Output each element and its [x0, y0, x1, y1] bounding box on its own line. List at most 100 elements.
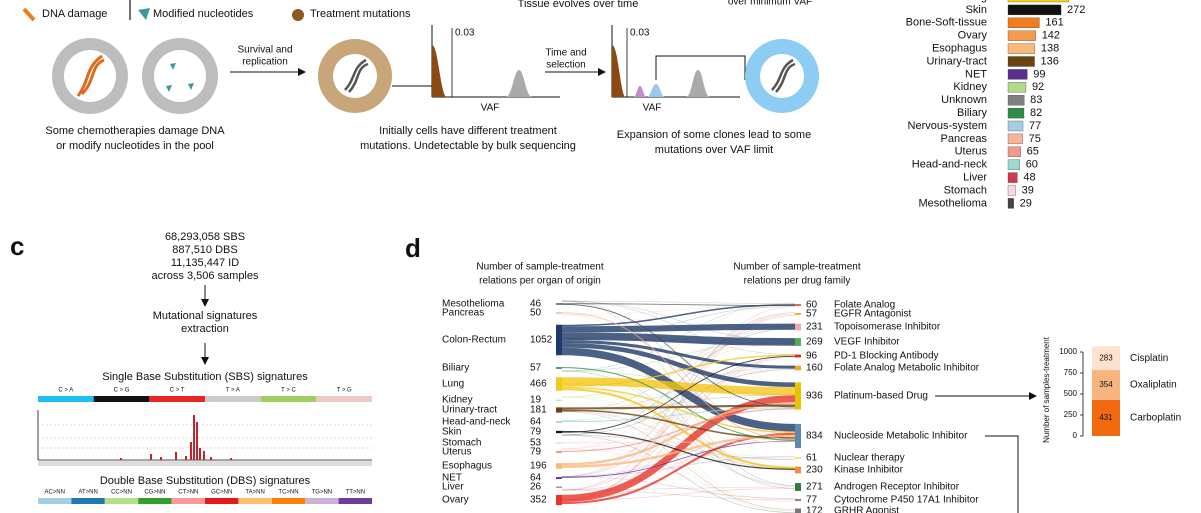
- flow-thread: [561, 355, 796, 491]
- drug-value: 60: [806, 300, 818, 311]
- flow-thread: [561, 304, 796, 315]
- flow-thread: [561, 420, 796, 459]
- bar-value: 29: [1020, 197, 1032, 209]
- legend-icon: [138, 8, 150, 20]
- flow: [561, 441, 796, 444]
- drug-value: 172: [806, 506, 823, 513]
- class-label: TG>NN: [312, 490, 333, 496]
- organ-label: Skin: [442, 427, 461, 438]
- flow: [561, 355, 796, 433]
- tissue-label: Ovary: [958, 30, 988, 42]
- drug-node: [795, 498, 801, 502]
- bar-value: 312: [1075, 0, 1093, 3]
- flow-thread: [561, 467, 796, 502]
- peak: [506, 70, 532, 97]
- signature-bar: [196, 422, 198, 460]
- bar-value: 82: [1030, 107, 1042, 119]
- signature-bar: [185, 456, 187, 460]
- drug-value: 77: [806, 495, 818, 506]
- bar: [1007, 0, 1069, 3]
- top-text: over minimum VAF: [728, 0, 812, 8]
- bar: [1007, 4, 1062, 16]
- flow-thread: [561, 434, 796, 513]
- tissue-label: Biliary: [957, 107, 987, 119]
- class-label: GC>NN: [211, 490, 232, 496]
- bar-value: 65: [1027, 146, 1039, 158]
- bar-value: 83: [1030, 94, 1042, 106]
- organ-label: Pancreas: [442, 308, 484, 319]
- peak: [432, 45, 446, 97]
- bar-value: 142: [1042, 30, 1060, 42]
- drug-label: PD-1 Blocking Antibody: [834, 351, 939, 362]
- tissue-label: Stomach: [944, 184, 987, 196]
- organ-node: [556, 421, 562, 423]
- drug-value: 936: [806, 391, 823, 402]
- flow: [561, 377, 796, 396]
- drug-node: [795, 365, 801, 371]
- tissue-label: Esophagus: [932, 43, 988, 55]
- drug-value: 834: [806, 431, 823, 442]
- class-label: C > T: [170, 388, 185, 394]
- signature-bar: [190, 442, 192, 460]
- class-band: [205, 498, 239, 504]
- organ-label: Uterus: [442, 447, 471, 458]
- organ-value: 352: [530, 495, 547, 506]
- y-tick-label: 0: [1073, 431, 1078, 440]
- segment-value: 431: [1099, 413, 1113, 422]
- class-band: [238, 498, 272, 504]
- drug-label: Topoisomerase Inhibitor: [834, 322, 941, 333]
- drug-node: [795, 354, 801, 358]
- connectors: [935, 392, 1037, 513]
- signature-bar: [120, 458, 122, 460]
- class-band: [149, 396, 205, 402]
- drug-label: Folate Analog Metabolic Inhibitor: [834, 363, 980, 374]
- tissue-label: Urinary-tract: [926, 55, 987, 67]
- drug-node: [795, 457, 801, 459]
- flow-thread: [561, 369, 796, 436]
- bar: [1007, 43, 1036, 54]
- drug-label: EGFR Antagonist: [834, 309, 911, 320]
- flow-thread: [561, 328, 796, 436]
- organ-value: 79: [530, 447, 542, 458]
- caption: or modify nucleotides in the pool: [56, 140, 214, 152]
- schematic: [22, 0, 819, 114]
- flow-thread: [561, 367, 796, 450]
- drug-node: [795, 483, 801, 491]
- bar: [1007, 107, 1025, 119]
- organ-value: 57: [530, 363, 542, 374]
- panel-label: c: [10, 231, 24, 261]
- organ-label: Kidney: [442, 395, 473, 406]
- class-band: [171, 498, 205, 504]
- flow-thread: [561, 313, 796, 491]
- signature-bar: [230, 458, 232, 460]
- class-label: TA>NN: [245, 490, 264, 496]
- drug-node: [795, 423, 801, 449]
- bar: [1007, 17, 1040, 28]
- organ-node: [556, 377, 562, 391]
- segment-name: Carboplatin: [1130, 413, 1181, 424]
- flow-thread: [561, 369, 796, 468]
- organ-node: [556, 312, 562, 314]
- y-axis-label: Number of samples-treatment: [1042, 336, 1051, 443]
- flow-thread: [561, 476, 796, 499]
- class-label: TC>NN: [278, 490, 298, 496]
- drug-node: [795, 338, 801, 346]
- organ-label: Urinary-tract: [442, 405, 497, 416]
- organ-label: NET: [442, 473, 462, 484]
- segment-name: Oxaliplatin: [1130, 380, 1177, 391]
- flow-thread: [561, 489, 796, 501]
- organ-label: Colon-Rectum: [442, 335, 506, 346]
- tissue-label: Liver: [963, 172, 987, 184]
- drug-node: [795, 313, 801, 315]
- flow: [561, 343, 796, 388]
- bar: [1007, 82, 1027, 93]
- organ-label: Esophagus: [442, 461, 492, 472]
- tissue-label: Kidney: [953, 81, 987, 93]
- flow-thread: [561, 459, 796, 468]
- legend-label: Treatment mutations: [310, 8, 411, 20]
- flow: [561, 367, 796, 441]
- bar: [1007, 172, 1018, 183]
- bar-value: 161: [1045, 17, 1063, 29]
- drug-value: 96: [806, 351, 818, 362]
